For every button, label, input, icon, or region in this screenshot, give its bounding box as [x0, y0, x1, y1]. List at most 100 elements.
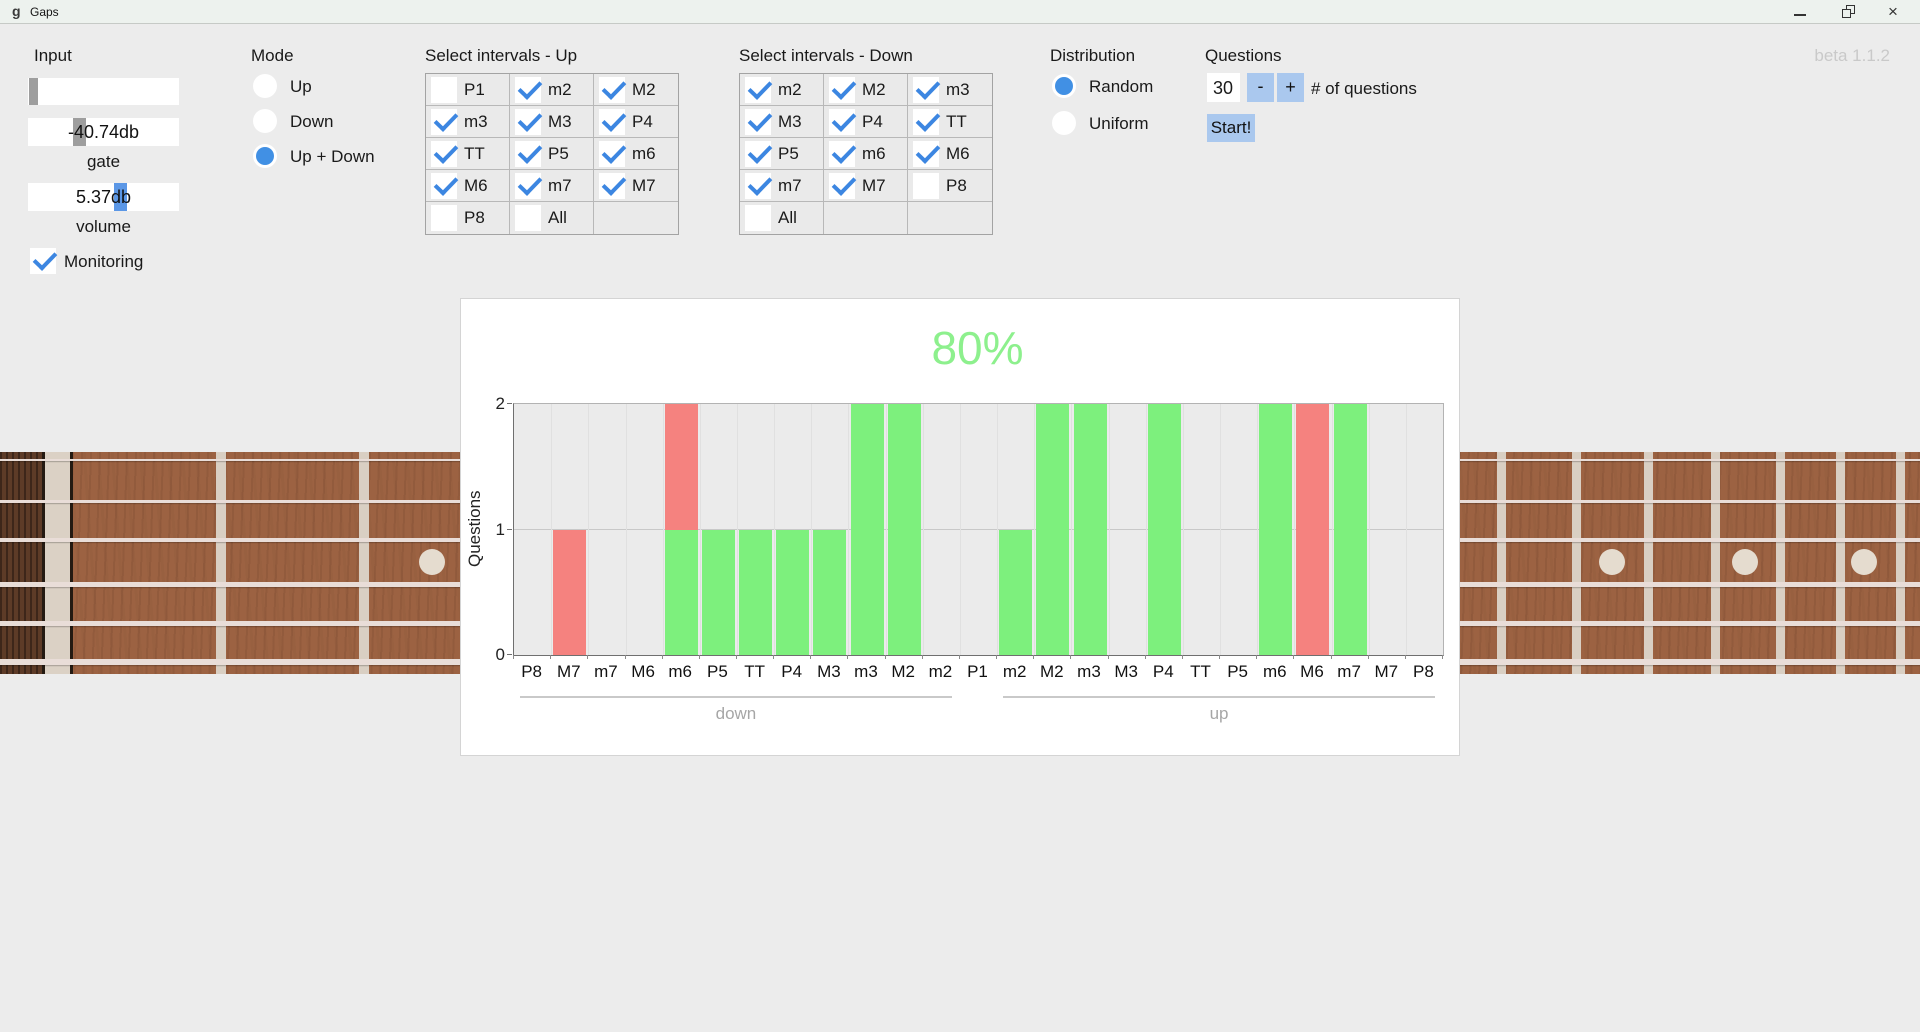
question-count-input[interactable]: 30	[1207, 73, 1240, 102]
intervals-down-cell-p8[interactable]: P8	[908, 170, 992, 202]
intervals-down-cell-p4[interactable]: P4	[824, 106, 908, 138]
x-label-m3-15: m3	[1077, 662, 1101, 681]
intervals-up-cell-m2[interactable]: M2	[594, 74, 678, 106]
x-label-m3-16: M3	[1114, 662, 1138, 681]
intervals-up-cell-p5[interactable]: P5	[510, 138, 594, 170]
intervals-down-cell-m6[interactable]: m6	[824, 138, 908, 170]
intervals-up-cell-p4[interactable]: P4	[594, 106, 678, 138]
checkbox-m2[interactable]	[599, 75, 627, 103]
check-icon	[32, 246, 58, 271]
mode-radio-down[interactable]	[253, 109, 277, 133]
distribution-radio-uniform[interactable]	[1052, 111, 1076, 135]
intervals-down-cell-tt[interactable]: TT	[908, 106, 992, 138]
intervals-down-cell-m7[interactable]: m7	[740, 170, 824, 202]
restore-button[interactable]	[1833, 1, 1863, 22]
checkbox-tt[interactable]	[431, 139, 459, 167]
checkbox-m3[interactable]	[515, 107, 543, 135]
checkbox-p4[interactable]	[829, 107, 857, 135]
bar-correct-m2-14	[1036, 404, 1070, 655]
intervals-up-cell-p1[interactable]: P1	[426, 74, 510, 106]
checkbox-m2[interactable]	[829, 75, 857, 103]
category-separator	[997, 404, 999, 655]
checkbox-m7[interactable]	[515, 171, 543, 199]
check-icon	[831, 171, 857, 196]
checkbox-m3[interactable]	[745, 107, 773, 135]
intervals-up-cell-m3[interactable]: M3	[510, 106, 594, 138]
intervals-down-cell-m2[interactable]: m2	[740, 74, 824, 106]
checkbox-m2[interactable]	[515, 75, 543, 103]
radio-selected-dot	[1055, 77, 1073, 95]
monitoring-checkbox[interactable]	[30, 246, 58, 274]
x-label-m6-3: M6	[631, 662, 655, 681]
checkbox-all[interactable]	[745, 205, 771, 231]
x-tick-mark	[1330, 655, 1332, 659]
check-icon	[831, 139, 857, 164]
checkbox-p5[interactable]	[745, 139, 773, 167]
intervals-down-cell-all[interactable]: All	[740, 202, 824, 234]
check-icon	[433, 139, 459, 164]
increment-button[interactable]: +	[1277, 73, 1304, 102]
volume-slider-handle[interactable]	[114, 183, 127, 211]
intervals-up-cell-p8[interactable]: P8	[426, 202, 510, 234]
intervals-down-cell-p5[interactable]: P5	[740, 138, 824, 170]
intervals-up-cell-m3[interactable]: m3	[426, 106, 510, 138]
intervals-down-cell-m3[interactable]: m3	[908, 74, 992, 106]
gate-value: -40.74db	[67, 122, 140, 142]
close-button[interactable]: ×	[1881, 1, 1911, 22]
checkbox-m3[interactable]	[913, 75, 941, 103]
checkbox-p5[interactable]	[515, 139, 543, 167]
intervals-up-cell-m6[interactable]: M6	[426, 170, 510, 202]
checkbox-p4[interactable]	[599, 107, 627, 135]
start-button[interactable]: Start!	[1207, 114, 1255, 142]
intervals-up-cell-m7[interactable]: M7	[594, 170, 678, 202]
intervals-up-cell-m7[interactable]: m7	[510, 170, 594, 202]
check-icon	[747, 139, 773, 164]
gate-slider-handle[interactable]	[73, 118, 86, 146]
checkbox-p1[interactable]	[431, 77, 457, 103]
intervals-up-cell-all[interactable]: All	[510, 202, 594, 234]
intervals-up-cell-m2[interactable]: m2	[510, 74, 594, 106]
intervals-up-cell-tt[interactable]: TT	[426, 138, 510, 170]
x-tick-mark	[661, 655, 663, 659]
minimize-button[interactable]	[1785, 1, 1815, 22]
bar-correct-m3-8	[813, 529, 847, 655]
checkbox-m6[interactable]	[829, 139, 857, 167]
x-tick-mark	[624, 655, 626, 659]
checkbox-p8[interactable]	[431, 205, 457, 231]
checkbox-m6[interactable]	[431, 171, 459, 199]
mode-radio-label-up-down: Up + Down	[290, 147, 375, 166]
checkbox-m6[interactable]	[599, 139, 627, 167]
checkbox-m7[interactable]	[599, 171, 627, 199]
intervals-down-cell-m6[interactable]: M6	[908, 138, 992, 170]
decrement-button[interactable]: -	[1247, 73, 1274, 102]
mode-radio-up[interactable]	[253, 74, 277, 98]
checkbox-m7[interactable]	[829, 171, 857, 199]
intervals-up-cell-m6[interactable]: m6	[594, 138, 678, 170]
checkbox-p8[interactable]	[913, 173, 939, 199]
distribution-radio-random[interactable]	[1052, 74, 1076, 98]
intervals-down-cell-m3[interactable]: M3	[740, 106, 824, 138]
checkbox-m6[interactable]	[913, 139, 941, 167]
x-label-m7-1: M7	[556, 662, 581, 681]
volume-slider[interactable]: 5.37db	[28, 183, 179, 211]
category-separator	[811, 404, 813, 655]
x-tick-mark	[1442, 655, 1443, 659]
x-label-m6-20: m6	[1262, 662, 1287, 681]
intervals-up-header: Select intervals - Up	[425, 46, 578, 65]
intervals-down-cell-label: P8	[946, 176, 967, 195]
intervals-down-cell-m7[interactable]: M7	[824, 170, 908, 202]
intervals-down-cell-m2[interactable]: M2	[824, 74, 908, 106]
intervals-down-cell-label: M2	[862, 80, 886, 99]
group-label-up: up	[1209, 704, 1229, 723]
gate-label: gate	[86, 152, 121, 171]
intervals-up-cell-label: P5	[548, 144, 569, 163]
x-tick-mark	[736, 655, 737, 659]
checkbox-m2[interactable]	[745, 75, 773, 103]
mode-radio-up-down[interactable]	[253, 144, 277, 168]
gate-slider[interactable]: -40.74db	[28, 118, 179, 146]
checkbox-all[interactable]	[515, 205, 541, 231]
checkbox-tt[interactable]	[913, 107, 941, 135]
checkbox-m7[interactable]	[745, 171, 773, 199]
check-icon	[517, 139, 543, 164]
checkbox-m3[interactable]	[431, 107, 459, 135]
